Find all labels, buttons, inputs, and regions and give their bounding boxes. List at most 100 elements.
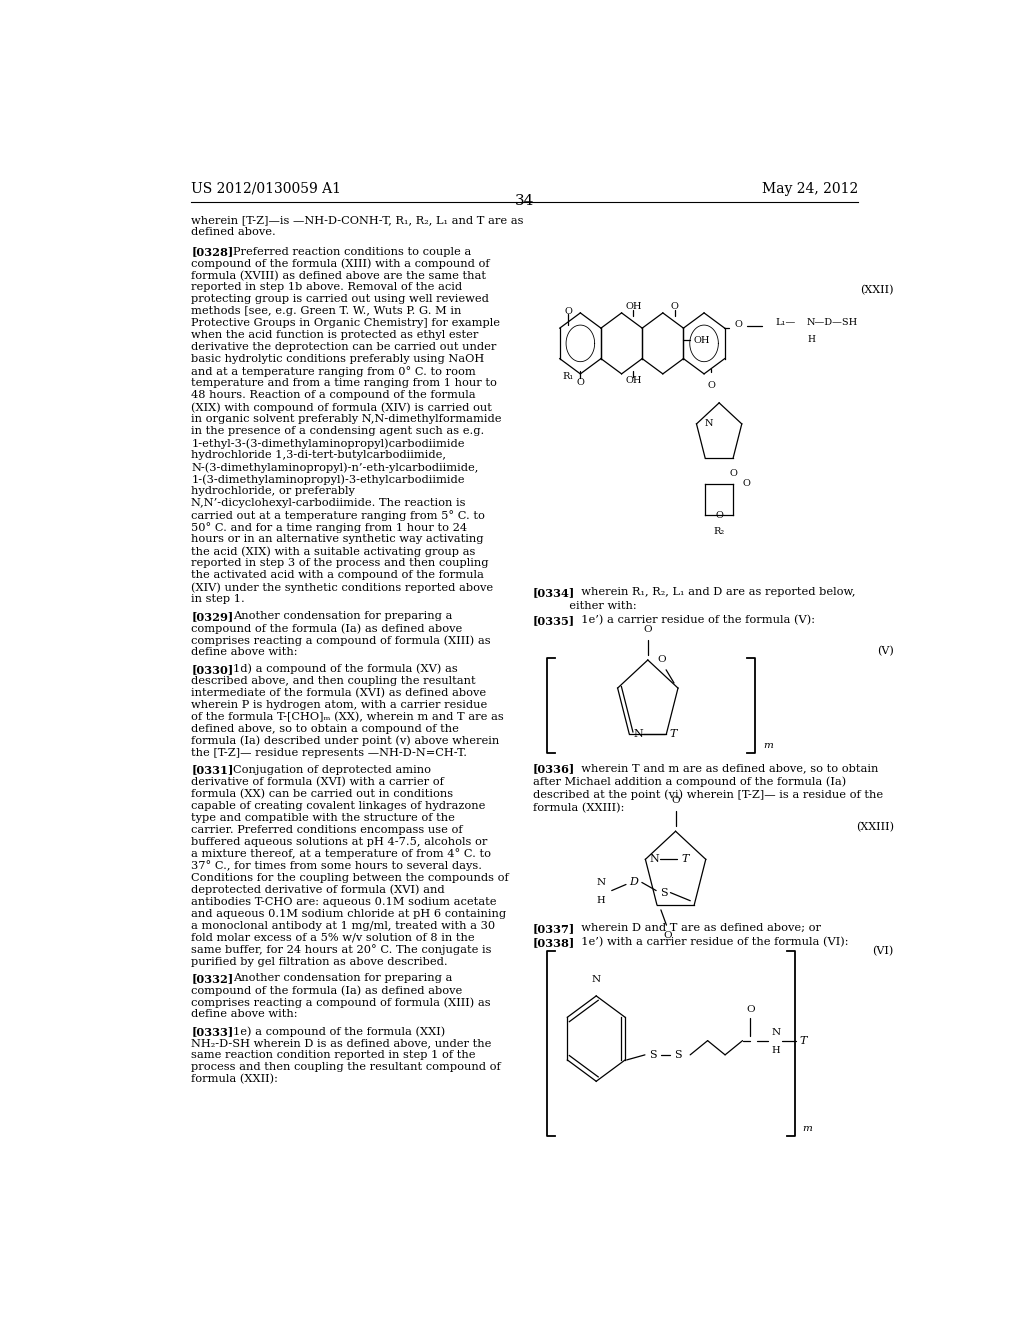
Text: same reaction condition reported in step 1 of the: same reaction condition reported in step… — [191, 1051, 476, 1060]
Text: (XXII): (XXII) — [860, 285, 894, 296]
Text: defined above, so to obtain a compound of the: defined above, so to obtain a compound o… — [191, 723, 460, 734]
Text: Another condensation for preparing a: Another condensation for preparing a — [232, 611, 453, 622]
Text: OH: OH — [626, 376, 642, 385]
Text: same buffer, for 24 hours at 20° C. The conjugate is: same buffer, for 24 hours at 20° C. The … — [191, 945, 492, 956]
Text: reported in step 1b above. Removal of the acid: reported in step 1b above. Removal of th… — [191, 282, 463, 293]
Text: comprises reacting a compound of formula (XIII) as: comprises reacting a compound of formula… — [191, 635, 492, 645]
Text: [0333]: [0333] — [191, 1026, 233, 1038]
Text: and aqueous 0.1M sodium chloride at pH 6 containing: and aqueous 0.1M sodium chloride at pH 6… — [191, 908, 507, 919]
Text: (XIX) with compound of formula (XIV) is carried out: (XIX) with compound of formula (XIV) is … — [191, 403, 493, 413]
Text: carrier. Preferred conditions encompass use of: carrier. Preferred conditions encompass … — [191, 825, 463, 834]
Text: intermediate of the formula (XVI) as defined above: intermediate of the formula (XVI) as def… — [191, 688, 486, 698]
Text: O: O — [734, 319, 742, 329]
Text: wherein R₁, R₂, L₁ and D are as reported below,: wherein R₁, R₂, L₁ and D are as reported… — [574, 587, 855, 598]
Text: temperature and from a time ranging from 1 hour to: temperature and from a time ranging from… — [191, 379, 498, 388]
Text: described above, and then coupling the resultant: described above, and then coupling the r… — [191, 676, 476, 686]
Text: capable of creating covalent linkages of hydrazone: capable of creating covalent linkages of… — [191, 801, 485, 810]
Text: O: O — [708, 381, 715, 391]
Text: O: O — [746, 1005, 755, 1014]
Text: Conditions for the coupling between the compounds of: Conditions for the coupling between the … — [191, 873, 509, 883]
Text: 1e’) a carrier residue of the formula (V):: 1e’) a carrier residue of the formula (V… — [574, 615, 815, 626]
Text: L₁—: L₁— — [775, 318, 796, 326]
Text: process and then coupling the resultant compound of: process and then coupling the resultant … — [191, 1063, 501, 1072]
Text: formula (XXIII):: formula (XXIII): — [532, 803, 624, 813]
Text: hydrochloride 1,3-di-tert-butylcarbodiimide,: hydrochloride 1,3-di-tert-butylcarbodiim… — [191, 450, 446, 461]
Text: O: O — [564, 306, 572, 315]
Text: 34: 34 — [515, 194, 535, 209]
Text: H: H — [808, 335, 815, 343]
Text: a monoclonal antibody at 1 mg/ml, treated with a 30: a monoclonal antibody at 1 mg/ml, treate… — [191, 920, 496, 931]
Text: H: H — [772, 1047, 780, 1055]
Text: described at the point (vi) wherein [T-Z]— is a residue of the: described at the point (vi) wherein [T-Z… — [532, 789, 883, 800]
Text: H: H — [596, 896, 605, 906]
Text: a mixture thereof, at a temperature of from 4° C. to: a mixture thereof, at a temperature of f… — [191, 849, 492, 859]
Text: (XIV) under the synthetic conditions reported above: (XIV) under the synthetic conditions rep… — [191, 582, 494, 593]
Text: compound of the formula (XIII) with a compound of: compound of the formula (XIII) with a co… — [191, 259, 490, 269]
Text: in step 1.: in step 1. — [191, 594, 245, 605]
Text: NH₂-D-SH wherein D is as defined above, under the: NH₂-D-SH wherein D is as defined above, … — [191, 1038, 492, 1048]
Text: [0337]: [0337] — [532, 923, 575, 933]
Text: Protective Groups in Organic Chemistry] for example: Protective Groups in Organic Chemistry] … — [191, 318, 501, 329]
Text: wherein D and T are as defined above; or: wherein D and T are as defined above; or — [574, 923, 821, 933]
Text: hydrochloride, or preferably: hydrochloride, or preferably — [191, 486, 355, 496]
Text: N: N — [592, 974, 601, 983]
Text: Preferred reaction conditions to couple a: Preferred reaction conditions to couple … — [232, 247, 471, 256]
Text: [0330]: [0330] — [191, 664, 233, 675]
Text: (XXIII): (XXIII) — [856, 822, 894, 833]
Text: (VI): (VI) — [872, 946, 894, 957]
Text: S: S — [660, 887, 668, 898]
Text: S: S — [649, 1049, 656, 1060]
Text: O: O — [643, 624, 652, 634]
Text: wherein [T-Z]—is —NH-D-CONH-T, R₁, R₂, L₁ and T are as: wherein [T-Z]—is —NH-D-CONH-T, R₁, R₂, L… — [191, 215, 524, 226]
Text: [0335]: [0335] — [532, 615, 574, 626]
Text: N—D—SH: N—D—SH — [807, 318, 858, 326]
Text: define above with:: define above with: — [191, 647, 298, 657]
Text: 1-ethyl-3-(3-dimethylaminopropyl)carbodiimide: 1-ethyl-3-(3-dimethylaminopropyl)carbodi… — [191, 438, 465, 449]
Text: D: D — [630, 878, 638, 887]
Text: compound of the formula (Ia) as defined above: compound of the formula (Ia) as defined … — [191, 985, 463, 995]
Text: OH: OH — [626, 302, 642, 310]
Text: m: m — [803, 1125, 812, 1133]
Text: O: O — [742, 479, 751, 488]
Text: O: O — [657, 655, 667, 664]
Text: carried out at a temperature ranging from 5° C. to: carried out at a temperature ranging fro… — [191, 511, 485, 521]
Text: type and compatible with the structure of the: type and compatible with the structure o… — [191, 813, 456, 822]
Text: [0328]: [0328] — [191, 247, 233, 257]
Text: 1e) a compound of the formula (XXI): 1e) a compound of the formula (XXI) — [232, 1026, 445, 1036]
Text: [0336]: [0336] — [532, 763, 575, 774]
Text: when the acid function is protected as ethyl ester: when the acid function is protected as e… — [191, 330, 479, 341]
Text: purified by gel filtration as above described.: purified by gel filtration as above desc… — [191, 957, 449, 966]
Text: T: T — [669, 729, 677, 739]
Text: of the formula T-[CHO]ₘ (XX), wherein m and T are as: of the formula T-[CHO]ₘ (XX), wherein m … — [191, 711, 504, 722]
Text: N: N — [596, 878, 605, 887]
Text: m: m — [763, 741, 773, 750]
Text: May 24, 2012: May 24, 2012 — [762, 182, 858, 195]
Text: protecting group is carried out using well reviewed: protecting group is carried out using we… — [191, 294, 489, 305]
Text: Conjugation of deprotected amino: Conjugation of deprotected amino — [232, 764, 431, 775]
Text: R₂: R₂ — [714, 528, 725, 536]
Text: derivative the deprotection can be carried out under: derivative the deprotection can be carri… — [191, 342, 497, 352]
Text: (V): (V) — [878, 647, 894, 656]
Text: the acid (XIX) with a suitable activating group as: the acid (XIX) with a suitable activatin… — [191, 546, 476, 557]
Text: O: O — [716, 511, 724, 520]
Text: define above with:: define above with: — [191, 1010, 298, 1019]
Text: formula (XVIII) as defined above are the same that: formula (XVIII) as defined above are the… — [191, 271, 486, 281]
Text: reported in step 3 of the process and then coupling: reported in step 3 of the process and th… — [191, 558, 489, 569]
Text: Another condensation for preparing a: Another condensation for preparing a — [232, 973, 453, 983]
Text: in the presence of a condensing agent such as e.g.: in the presence of a condensing agent su… — [191, 426, 484, 437]
Text: O: O — [577, 378, 585, 387]
Text: O: O — [672, 796, 680, 805]
Text: wherein P is hydrogen atom, with a carrier residue: wherein P is hydrogen atom, with a carri… — [191, 700, 487, 710]
Text: 50° C. and for a time ranging from 1 hour to 24: 50° C. and for a time ranging from 1 hou… — [191, 523, 468, 533]
Text: O: O — [664, 931, 673, 940]
Text: buffered aqueous solutions at pH 4-7.5, alcohols or: buffered aqueous solutions at pH 4-7.5, … — [191, 837, 487, 846]
Text: 1e’) with a carrier residue of the formula (VI):: 1e’) with a carrier residue of the formu… — [574, 937, 849, 948]
Text: and at a temperature ranging from 0° C. to room: and at a temperature ranging from 0° C. … — [191, 367, 476, 378]
Text: formula (XX) can be carried out in conditions: formula (XX) can be carried out in condi… — [191, 788, 454, 799]
Text: 48 hours. Reaction of a compound of the formula: 48 hours. Reaction of a compound of the … — [191, 391, 476, 400]
Text: formula (Ia) described under point (v) above wherein: formula (Ia) described under point (v) a… — [191, 735, 500, 746]
Text: formula (XXII):: formula (XXII): — [191, 1074, 279, 1084]
Text: T: T — [681, 854, 689, 865]
Text: methods [see, e.g. Green T. W., Wuts P. G. M in: methods [see, e.g. Green T. W., Wuts P. … — [191, 306, 462, 317]
Text: antibodies T-CHO are: aqueous 0.1M sodium acetate: antibodies T-CHO are: aqueous 0.1M sodiu… — [191, 896, 497, 907]
